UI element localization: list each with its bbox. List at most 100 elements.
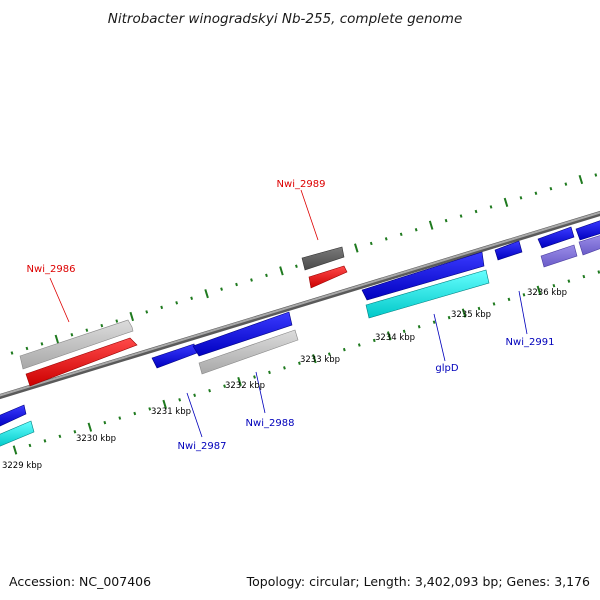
minor-tick <box>40 342 44 346</box>
minor-tick <box>474 209 478 214</box>
minor-tick <box>73 430 77 434</box>
major-tick <box>129 311 135 322</box>
minor-tick <box>190 296 194 300</box>
kbp-label-3233: 3233 kbp <box>300 355 340 365</box>
kbp-label-3236: 3236 kbp <box>527 288 567 298</box>
gene-feature-cyan-left[interactable] <box>0 420 35 447</box>
minor-tick <box>43 439 47 443</box>
minor-tick <box>594 173 598 177</box>
minor-tick <box>519 196 523 200</box>
label-nwi-2989[interactable]: Nwi_2989 <box>277 179 326 190</box>
minor-tick <box>564 182 568 186</box>
gene-feature-blue-2988[interactable] <box>192 311 293 357</box>
lower-tick-track <box>12 270 600 455</box>
major-tick <box>87 422 93 432</box>
gene-feature-lavender-1[interactable] <box>540 244 578 268</box>
gene-feature-gray-2986[interactable] <box>19 319 134 370</box>
major-tick <box>461 308 467 318</box>
label-nwi-2987[interactable]: Nwi_2987 <box>178 441 227 452</box>
accession-text: Accession: NC_007406 <box>9 574 151 589</box>
minor-tick <box>208 388 211 393</box>
minor-tick <box>459 214 463 218</box>
label-nwi-2991[interactable]: Nwi_2991 <box>506 337 555 348</box>
gene-feature-blue-right-1[interactable] <box>537 226 575 249</box>
minor-tick <box>58 434 62 439</box>
minor-tick <box>220 287 223 291</box>
minor-tick <box>432 320 436 324</box>
gene-feature-blue-left[interactable] <box>0 404 27 427</box>
minor-tick <box>100 323 104 328</box>
major-tick <box>354 243 359 253</box>
minor-tick <box>444 218 448 223</box>
major-tick <box>54 334 60 344</box>
minor-tick <box>160 305 164 310</box>
major-tick <box>536 285 542 295</box>
gene-feature-nwi-2989[interactable] <box>308 265 348 289</box>
minor-tick <box>295 264 298 269</box>
minor-tick <box>70 333 74 337</box>
minor-tick <box>552 283 556 288</box>
minor-tick <box>357 343 361 347</box>
major-tick <box>279 266 284 276</box>
major-tick <box>578 174 584 185</box>
major-tick <box>204 289 209 299</box>
minor-tick <box>414 228 418 232</box>
major-tick <box>428 220 434 230</box>
minor-tick <box>369 241 373 246</box>
minor-tick <box>342 347 346 352</box>
gene-feature-blue-glpd[interactable] <box>361 251 485 301</box>
gene-feature-gray-2989[interactable] <box>301 246 345 271</box>
major-tick <box>12 445 18 455</box>
minor-tick <box>597 270 600 274</box>
kbp-label-3230: 3230 kbp <box>76 434 116 444</box>
major-tick <box>237 376 242 387</box>
gene-feature-glpd[interactable] <box>365 269 490 319</box>
minor-tick <box>489 205 493 209</box>
gene-feature-blue-right-2[interactable] <box>575 220 600 241</box>
major-tick <box>503 197 509 207</box>
leader-nwi-2988 <box>255 371 266 414</box>
minor-tick <box>477 306 481 311</box>
minor-tick <box>402 329 406 334</box>
minor-tick <box>492 302 496 306</box>
minor-tick <box>399 232 403 237</box>
leader-nwi-2989 <box>300 189 319 241</box>
minor-tick <box>223 384 226 388</box>
minor-tick <box>133 411 137 416</box>
minor-tick <box>193 393 197 397</box>
minor-tick <box>298 361 301 366</box>
kbp-label-3229: 3229 kbp <box>2 461 42 471</box>
label-nwi-2986[interactable]: Nwi_2986 <box>27 264 76 275</box>
gene-feature-nwi-2986[interactable] <box>25 337 138 387</box>
minor-tick <box>85 328 89 332</box>
leader-nwi-2986 <box>49 277 70 323</box>
minor-tick <box>265 273 268 278</box>
leader-nwi-2991 <box>518 290 528 335</box>
minor-tick <box>145 310 149 314</box>
minor-tick <box>253 375 256 379</box>
label-glpd[interactable]: glpD <box>435 363 458 374</box>
minor-tick <box>250 278 253 282</box>
minor-tick <box>447 315 451 320</box>
gene-feature-nwi-2988[interactable] <box>198 329 299 375</box>
minor-tick <box>522 293 526 297</box>
kbp-label-3234: 3234 kbp <box>375 333 415 343</box>
kbp-label-3235: 3235 kbp <box>451 310 491 320</box>
gene-feature-lavender-2[interactable] <box>578 235 600 256</box>
minor-tick <box>103 420 107 425</box>
kbp-label-3232: 3232 kbp <box>225 381 265 391</box>
label-nwi-2988[interactable]: Nwi_2988 <box>246 418 295 429</box>
minor-tick <box>417 325 421 329</box>
major-tick <box>386 331 392 341</box>
minor-tick <box>534 191 538 195</box>
minor-tick <box>148 407 152 411</box>
minor-tick <box>268 370 271 375</box>
minor-tick <box>507 297 511 302</box>
minor-tick <box>28 443 32 448</box>
gene-feature-nwi-2991[interactable] <box>494 240 523 261</box>
minor-tick <box>567 279 571 283</box>
kbp-label-3231: 3231 kbp <box>151 407 191 417</box>
minor-tick <box>178 398 182 402</box>
major-tick <box>312 354 317 364</box>
